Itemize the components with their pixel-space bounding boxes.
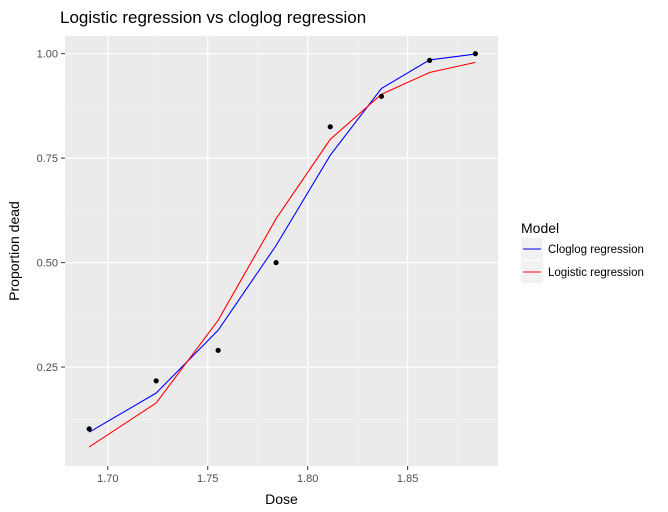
y-tick-label: 0.75 xyxy=(37,153,58,165)
data-point xyxy=(327,124,333,130)
data-point xyxy=(427,57,433,63)
y-tick-label: 0.50 xyxy=(37,258,58,270)
series-lines xyxy=(88,53,476,448)
series-line-logistic-regression xyxy=(88,61,476,448)
legend-label-logistic-regression: Logistic regression xyxy=(548,267,644,279)
x-tick-label: 1.70 xyxy=(97,473,118,485)
observed-points xyxy=(86,51,479,432)
chart-title: Logistic regression vs cloglog regressio… xyxy=(60,8,366,27)
x-axis: 1.70 1.75 1.80 1.85 xyxy=(97,466,418,485)
grid xyxy=(65,36,498,466)
legend-title: Model xyxy=(521,220,559,236)
x-tick-label: 1.85 xyxy=(397,473,418,485)
data-point xyxy=(273,259,279,266)
series-line-cloglog-regression xyxy=(88,53,476,433)
legend-label-cloglog-regression: Cloglog regression xyxy=(548,244,644,256)
x-tick-label: 1.75 xyxy=(197,473,218,485)
data-point xyxy=(86,426,92,432)
data-point xyxy=(153,378,159,384)
y-axis-title: Proportion dead xyxy=(6,201,22,301)
data-point xyxy=(378,93,385,99)
legend: Model Cloglog regression Logistic regress… xyxy=(521,220,644,283)
data-point xyxy=(215,347,221,353)
plot-panel xyxy=(65,36,498,466)
y-tick-label: 1.00 xyxy=(37,49,58,61)
data-point xyxy=(472,51,479,57)
y-tick-label: 0.25 xyxy=(37,362,58,374)
y-axis: 0.25 0.50 0.75 1.00 xyxy=(37,49,65,374)
x-axis-title: Dose xyxy=(265,491,298,507)
x-tick-label: 1.80 xyxy=(297,473,318,485)
